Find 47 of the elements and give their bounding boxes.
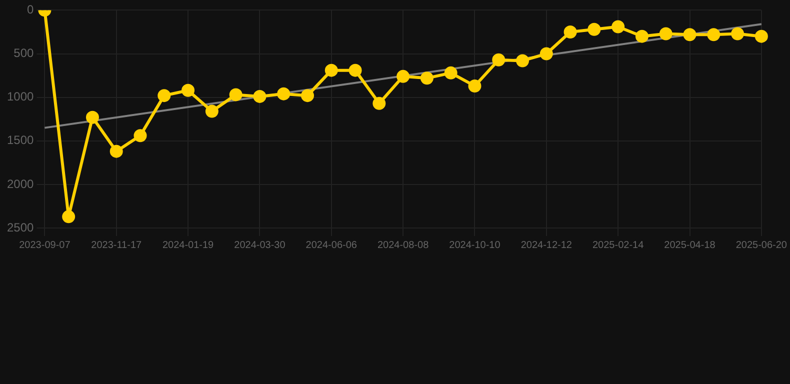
x-tick-label: 2024-12-12 [520, 240, 572, 251]
x-tick-label: 2023-11-17 [91, 240, 142, 251]
x-tick-label: 2023-09-07 [19, 240, 71, 251]
point [444, 66, 458, 80]
x-tick-label: 2025-04-18 [664, 240, 716, 251]
point [468, 79, 482, 92]
x-tick-label: 2024-01-19 [162, 240, 214, 251]
point [372, 96, 386, 110]
point [182, 84, 195, 97]
y-tick-label: 1500 [6, 133, 34, 148]
point [134, 129, 147, 142]
x-tick-label: 2025-06-20 [736, 240, 788, 251]
point [516, 54, 530, 68]
y-tick-label: 2000 [6, 176, 34, 191]
point [300, 89, 314, 102]
y-tick-label: 500 [14, 46, 34, 60]
x-tick-label: 2025-02-14 [592, 240, 644, 251]
point [540, 47, 553, 60]
x-tick-label: 2024-06-06 [306, 240, 358, 251]
y-tick-label: 2500 [6, 220, 34, 234]
y-tick-label: 0 [27, 2, 34, 17]
point [277, 87, 290, 100]
point [659, 27, 672, 40]
x-tick-label: 2024-03-30 [234, 240, 286, 251]
point [62, 210, 76, 224]
point [492, 53, 506, 66]
point [253, 90, 266, 103]
point [348, 64, 362, 77]
x-tick-label: 2024-10-10 [449, 240, 501, 251]
point [612, 20, 625, 34]
point [564, 25, 577, 38]
x-tick-label: 2024-08-08 [377, 240, 430, 251]
point [588, 22, 601, 36]
point [229, 88, 242, 102]
point [86, 110, 99, 124]
point [205, 104, 218, 118]
point [731, 27, 744, 40]
point [683, 28, 696, 42]
point [707, 28, 720, 42]
point [420, 72, 434, 85]
point [110, 144, 123, 158]
point [158, 89, 171, 102]
point [635, 30, 648, 43]
point [754, 30, 768, 43]
point [324, 64, 338, 77]
point [396, 70, 410, 83]
y-tick-label: 1000 [6, 90, 34, 104]
